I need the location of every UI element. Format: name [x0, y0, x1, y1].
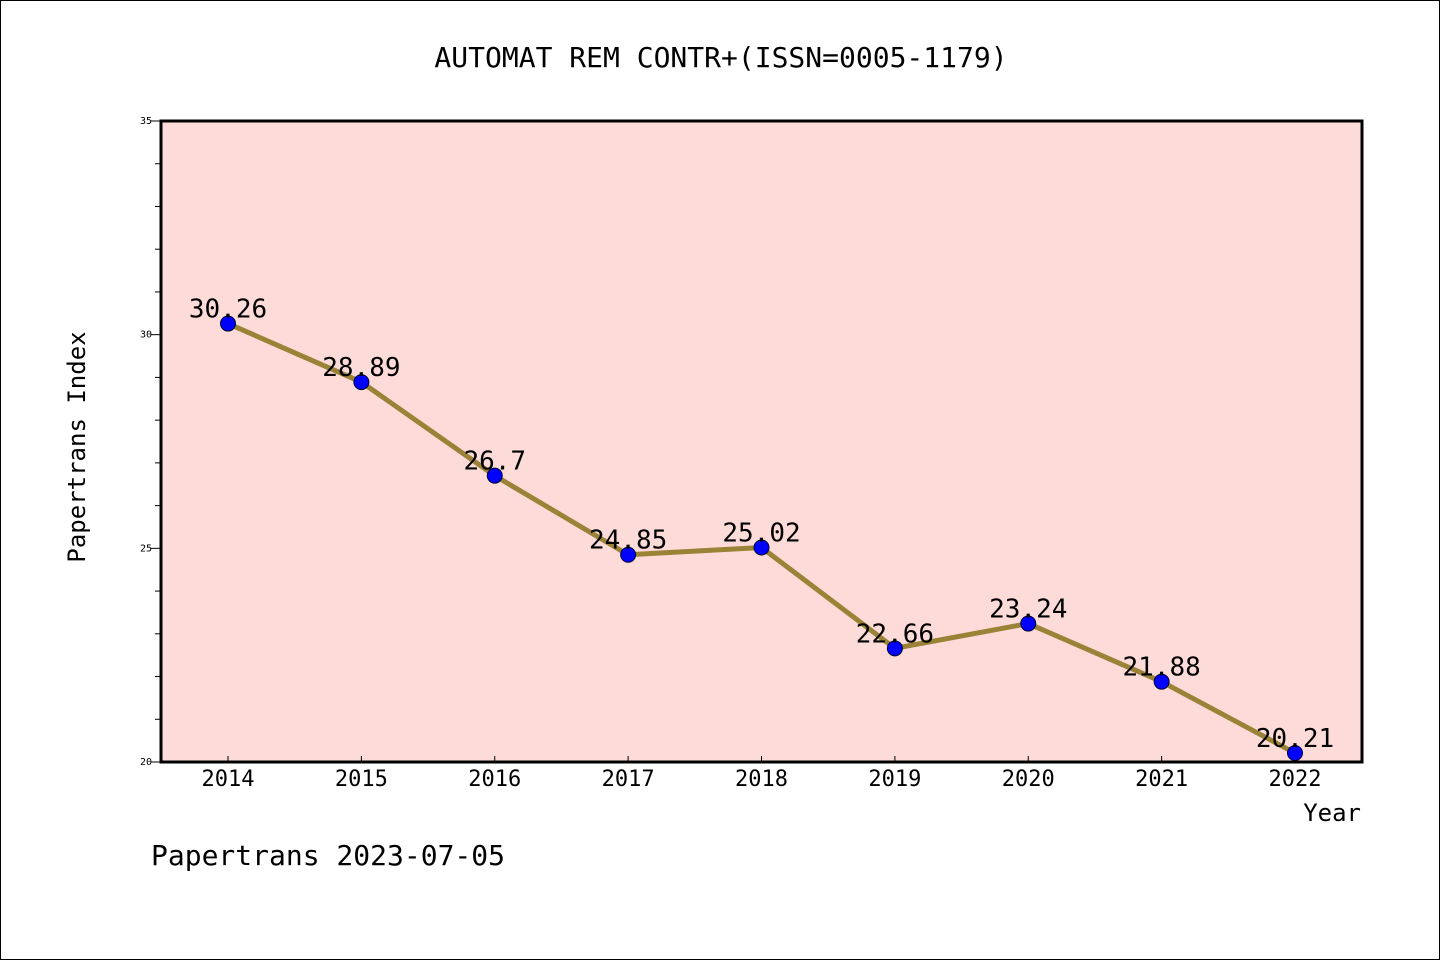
x-tick-label: 2014	[202, 767, 255, 792]
y-axis-title: Papertrans Index	[63, 331, 91, 562]
data-point	[886, 640, 903, 657]
x-tick-label: 2015	[335, 767, 388, 792]
data-point	[220, 315, 236, 332]
data-point	[1153, 673, 1170, 690]
data-label: 21.88	[1122, 653, 1200, 683]
x-tick-label: 2016	[468, 767, 521, 792]
data-label: 25.02	[722, 518, 800, 548]
y-tick-label: 25	[140, 543, 152, 554]
x-axis-title: Year	[1303, 799, 1361, 827]
data-point	[1020, 615, 1037, 632]
x-tick-label: 2022	[1269, 767, 1322, 792]
data-point	[753, 539, 770, 556]
plot-area	[161, 121, 1362, 762]
chart-title: AUTOMAT REM CONTR+(ISSN=0005-1179)	[434, 41, 1007, 74]
data-point	[353, 374, 370, 391]
data-point	[620, 546, 637, 563]
data-point	[486, 467, 503, 484]
footer-text: Papertrans 2023-07-05	[151, 839, 505, 872]
data-label: 26.7	[463, 447, 526, 477]
x-tick-label: 2018	[735, 767, 788, 792]
x-tick-label: 2021	[1135, 767, 1188, 792]
x-tick-label: 2017	[602, 767, 655, 792]
x-tick-label: 2020	[1002, 767, 1055, 792]
data-label: 28.89	[322, 353, 400, 383]
data-label: 23.24	[989, 595, 1067, 625]
data-label: 20.21	[1256, 724, 1334, 754]
plot-border	[159, 119, 1364, 764]
y-axis: 20 25 30 35	[140, 116, 161, 768]
y-tick-label: 20	[140, 757, 152, 768]
data-labels: 30.26 28.89 26.7 24.85 25.02 22.66 23.24 21.88 2…	[189, 295, 1334, 754]
data-label: 30.26	[189, 295, 267, 325]
data-label: 22.66	[856, 619, 934, 649]
x-tick-label: 2019	[868, 767, 921, 792]
y-tick-label: 30	[140, 330, 152, 341]
data-markers	[220, 315, 1303, 762]
y-tick-label: 35	[140, 116, 152, 127]
x-axis: 2014 2015 2016 2017 2018 2019 2020 2021 2022	[202, 756, 1322, 792]
data-label: 24.85	[589, 526, 667, 556]
